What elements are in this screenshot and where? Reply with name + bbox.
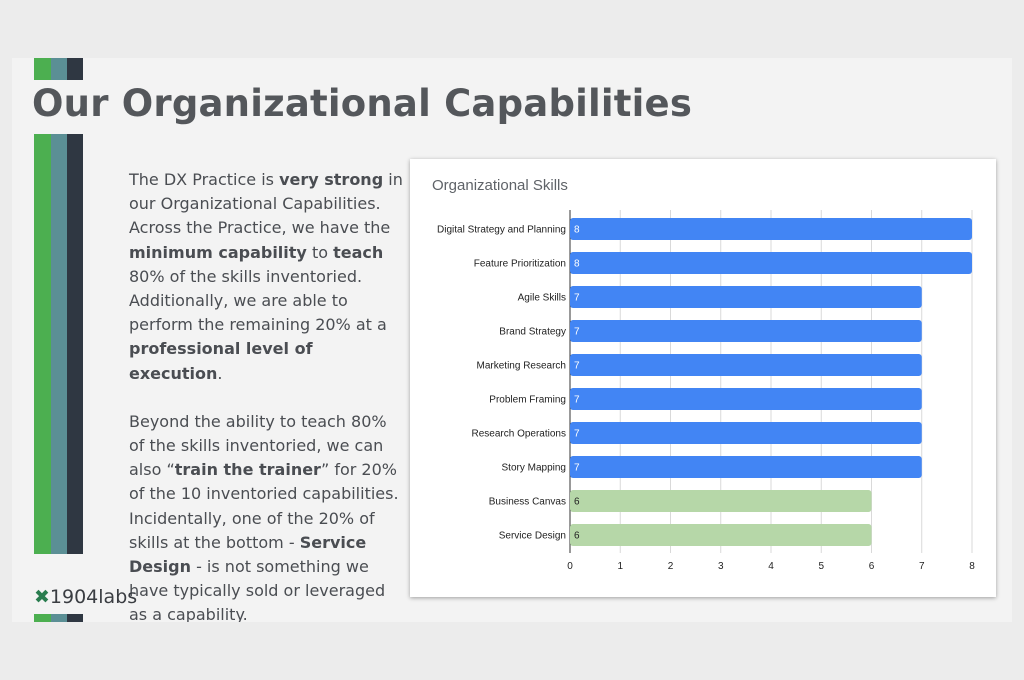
bar: [570, 320, 922, 342]
accent-stripe-dark: [67, 58, 83, 80]
emphasis-text: train the trainer: [174, 460, 321, 480]
body-text-run: Beyond the ability to teach 80% of the s…: [129, 411, 387, 480]
data-label: 7: [574, 293, 580, 304]
side-stripe-teal: [51, 134, 67, 554]
x-tick-label: 5: [818, 561, 824, 572]
data-label: 7: [574, 395, 580, 406]
bar: [570, 490, 872, 512]
bar: [570, 524, 872, 546]
bar: [570, 252, 972, 274]
accent-stripe-teal: [51, 58, 67, 80]
data-label: 8: [574, 259, 580, 270]
data-label: 7: [574, 327, 580, 338]
category-label: Brand Strategy: [499, 327, 566, 338]
paragraph-capabilities: The DX Practice is very strong in our Or…: [129, 168, 404, 386]
category-label: Agile Skills: [518, 293, 566, 304]
body-text: The DX Practice is very strong in our Or…: [129, 168, 404, 622]
bar: [570, 218, 972, 240]
body-text-run: to: [306, 242, 334, 262]
emphasis-text: very strong: [279, 170, 384, 189]
body-text-run: 80% of the skills inventoried. Additiona…: [129, 266, 387, 335]
emphasis-text: teach: [333, 242, 384, 262]
bottom-stripe-green: [34, 614, 51, 622]
bottom-stripe-teal: [51, 614, 67, 622]
body-text-run: - is not something we have typically sol…: [129, 557, 386, 622]
data-label: 6: [574, 497, 580, 508]
side-stripe-dark: [67, 134, 83, 554]
bar: [570, 354, 922, 376]
slide: Our Organizational Capabilities The DX P…: [12, 58, 1012, 622]
x-tick-label: 2: [668, 561, 674, 572]
logo-mark-icon: ✖: [34, 586, 50, 608]
bar: [570, 456, 922, 478]
bar: [570, 286, 922, 308]
side-stripe-green: [34, 134, 51, 554]
data-label: 7: [574, 463, 580, 474]
category-label: Research Operations: [472, 429, 567, 440]
bar: [570, 422, 922, 444]
category-label: Story Mapping: [502, 463, 566, 474]
logo-text: 1904labs: [49, 586, 138, 608]
x-tick-label: 0: [567, 561, 573, 572]
chart-title: Organizational Skills: [432, 177, 568, 194]
category-label: Feature Prioritization: [474, 259, 566, 270]
category-label: Marketing Research: [477, 361, 566, 372]
chart-card: Organizational Skills 0 1 2 3 4 5 6 7 8 Digital S…: [410, 159, 996, 597]
x-tick-label: 1: [617, 561, 623, 572]
bottom-stripe-dark: [67, 614, 83, 622]
paragraph-train-the-trainer: Beyond the ability to teach 80% of the s…: [129, 410, 404, 622]
body-text-run: ” for 20% of the 10 inventoried capabili…: [129, 460, 399, 552]
x-tick-label: 8: [969, 561, 975, 572]
body-text-run: in our Organizational Capabilities. Acro…: [129, 170, 403, 238]
emphasis-text: professional level of execution: [129, 339, 313, 383]
data-label: 6: [574, 531, 580, 542]
data-label: 7: [574, 361, 580, 372]
emphasis-text: minimum capability: [129, 242, 307, 262]
data-label: 8: [574, 225, 580, 236]
body-text-run: The DX Practice is: [129, 170, 280, 189]
body-text-run: .: [217, 363, 223, 383]
bar: [570, 388, 922, 410]
x-tick-label: 6: [869, 561, 875, 572]
company-logo: ✖1904labs: [34, 586, 137, 608]
category-label: Service Design: [499, 531, 566, 542]
slide-title: Our Organizational Capabilities: [32, 82, 693, 125]
data-label: 7: [574, 429, 580, 440]
x-tick-label: 4: [768, 561, 774, 572]
accent-stripe-green: [34, 58, 51, 80]
category-label: Digital Strategy and Planning: [437, 225, 566, 236]
x-tick-label: 7: [919, 561, 925, 572]
category-label: Business Canvas: [489, 497, 566, 508]
emphasis-text: Service Design: [129, 532, 367, 577]
category-label: Problem Framing: [489, 395, 566, 406]
x-tick-label: 3: [718, 561, 724, 572]
